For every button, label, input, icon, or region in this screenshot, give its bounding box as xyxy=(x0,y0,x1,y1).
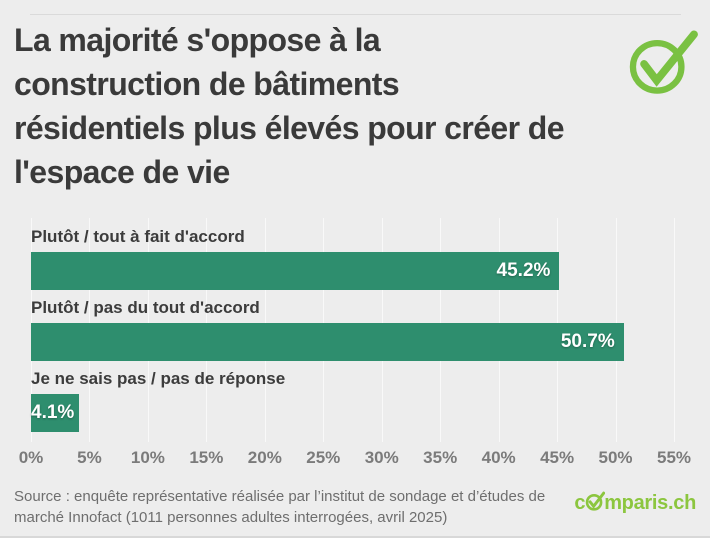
top-divider xyxy=(30,14,681,15)
x-axis: 0% 5% 10% 15% 20% 25% 30% 35% 40% 45% 50% 55% xyxy=(19,448,691,470)
bar-value-label: 45.2% xyxy=(496,260,551,281)
comparis-check-logo-icon xyxy=(627,30,699,94)
check-in-o-icon xyxy=(584,490,606,518)
x-axis-tick-label: 55% xyxy=(656,448,692,467)
bar: 50.7% xyxy=(31,323,624,361)
bar-category-label: Je ne sais pas / pas de réponse xyxy=(31,369,286,388)
bar-row: Plutôt / tout à fait d'accord 45.2% xyxy=(31,226,674,290)
bar-value-label: 4.1% xyxy=(31,402,75,423)
x-axis-tick-label: 40% xyxy=(481,448,516,467)
bar-row: Plutôt / pas du tout d'accord 50.7% xyxy=(31,297,674,361)
bar-category-label: Plutôt / tout à fait d'accord xyxy=(31,227,245,246)
x-axis-tick-label: 25% xyxy=(306,448,341,467)
x-axis-tick-label: 50% xyxy=(598,448,633,467)
gridline xyxy=(674,218,675,442)
wordmark-prefix: c xyxy=(574,492,586,514)
x-axis-tick-label: 45% xyxy=(540,448,575,467)
x-axis-tick-label: 10% xyxy=(130,448,165,467)
chart-rows: Plutôt / tout à fait d'accord 45.2% Plutôt… xyxy=(31,226,674,432)
x-axis-tick-label: 5% xyxy=(77,448,102,467)
comparis-wordmark: c mparis.ch xyxy=(574,489,696,518)
page-title: La majorité s'oppose à la construction d… xyxy=(14,22,565,190)
bar-value-label: 50.7% xyxy=(560,331,615,352)
x-axis-tick-label: 15% xyxy=(189,448,224,467)
bar-chart: Plutôt / tout à fait d'accord 45.2% Plutôt… xyxy=(19,218,691,470)
wordmark-suffix: mparis.ch xyxy=(604,492,696,514)
x-axis-tick-label: 20% xyxy=(247,448,282,467)
x-axis-tick-label: 30% xyxy=(364,448,399,467)
source-note: Source : enquête représentative réalisée… xyxy=(14,488,546,526)
x-axis-tick-label: 0% xyxy=(18,448,44,467)
bar-row: Je ne sais pas / pas de réponse 4.1% xyxy=(31,368,674,432)
bar-category-label: Plutôt / pas du tout d'accord xyxy=(31,298,260,317)
bar: 45.2% xyxy=(31,252,560,290)
bar: 4.1% xyxy=(31,394,79,432)
x-axis-tick-label: 35% xyxy=(423,448,458,467)
